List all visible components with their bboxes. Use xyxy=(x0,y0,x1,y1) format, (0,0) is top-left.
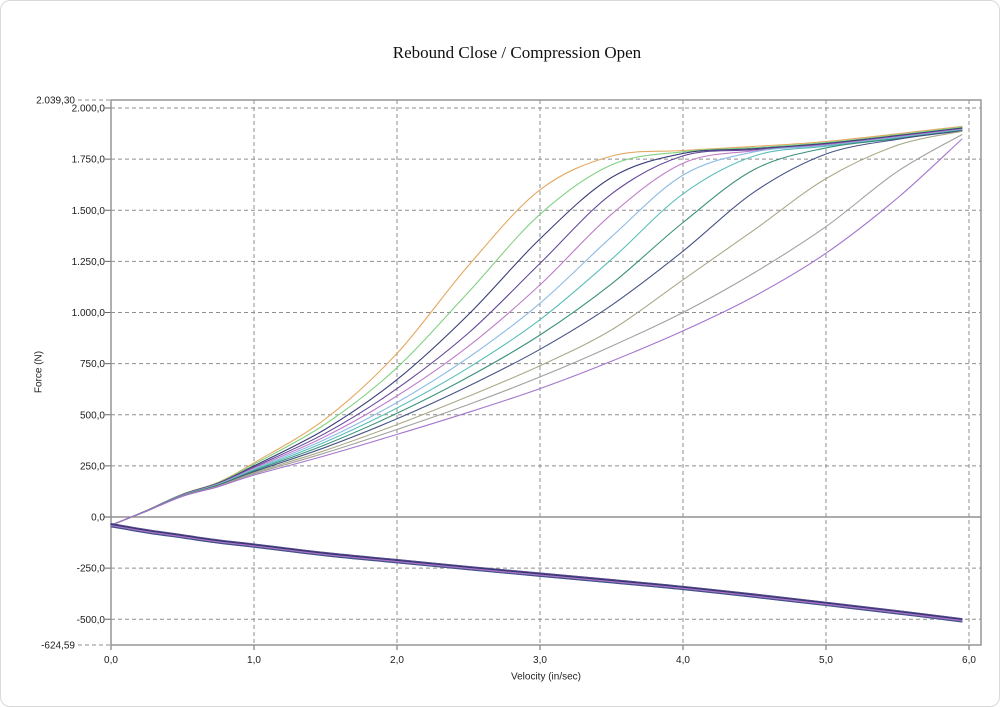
x-tick-label: 0,0 xyxy=(104,655,118,666)
plot-frame xyxy=(110,99,982,646)
x-axis-title: Velocity (in/sec) xyxy=(510,671,582,683)
compression-curve-trace-03 xyxy=(110,523,963,621)
y-tick-label: 250,0 xyxy=(80,461,105,472)
y-tick-label: 0,0 xyxy=(91,513,105,524)
compression-curve-trace-09 xyxy=(110,526,963,623)
y-min-label: -624,59 xyxy=(41,641,75,652)
y-tick-label: 1.500,0 xyxy=(72,206,106,217)
x-tick-label: 3,0 xyxy=(533,655,547,666)
compression-curve-trace-04 xyxy=(110,523,963,620)
rebound-curve-trace-12 xyxy=(110,138,963,526)
y-tick-label: 1.750,0 xyxy=(72,155,106,166)
y-tick-label: 1.000,0 xyxy=(72,308,106,319)
compression-curve-trace-05 xyxy=(110,524,963,621)
y-tick-label: -250,0 xyxy=(77,564,106,575)
x-tick-label: 5,0 xyxy=(819,655,833,666)
y-tick-label: 1.250,0 xyxy=(72,257,106,268)
x-tick-label: 1,0 xyxy=(247,655,261,666)
compression-curve-trace-12 xyxy=(110,525,963,622)
x-tick-label: 6,0 xyxy=(962,655,976,666)
chart-title: Rebound Close / Compression Open xyxy=(392,43,642,62)
y-tick-label: 500,0 xyxy=(80,410,105,421)
y-tick-label: -500,0 xyxy=(77,615,106,626)
y-tick-label: 2.000,0 xyxy=(72,104,106,115)
x-tick-label: 2,0 xyxy=(390,655,404,666)
y-max-label: 2.039,30 xyxy=(36,96,75,107)
y-tick-label: 750,0 xyxy=(80,359,105,370)
x-tick-label: 4,0 xyxy=(676,655,690,666)
y-axis-title: Force (N) xyxy=(33,350,45,394)
